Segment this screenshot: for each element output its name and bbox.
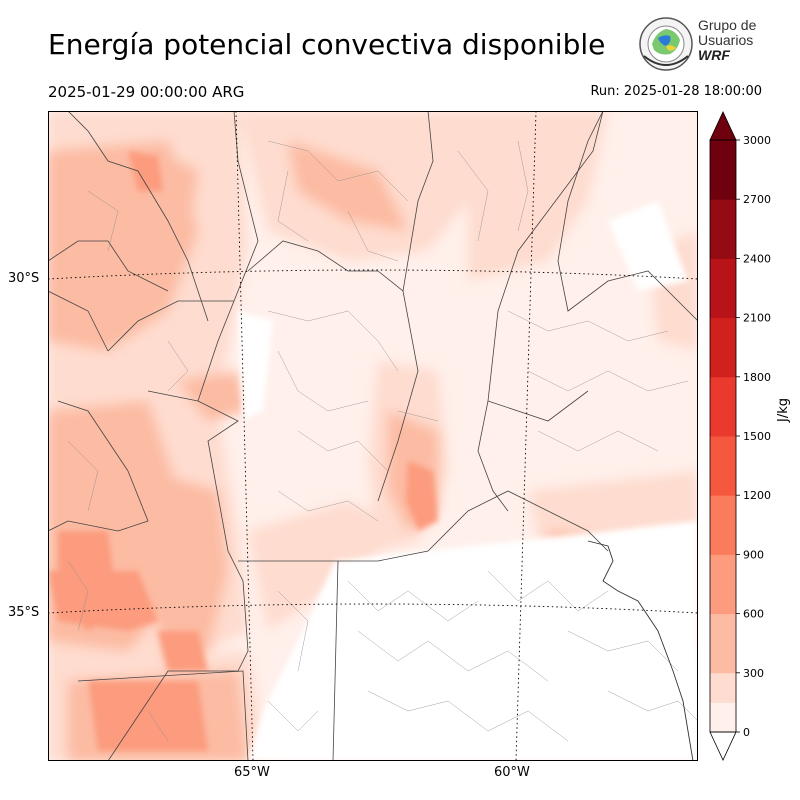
logo-line-2: Usuarios <box>698 32 754 48</box>
province-boundaries <box>48 111 698 761</box>
logo-line-3: WRF <box>698 47 730 63</box>
colorbar-tick-label: 600 <box>743 608 764 621</box>
colorbar-segment <box>710 613 736 674</box>
colorbar-tick-label: 1200 <box>743 489 771 502</box>
department-boundaries <box>67 140 698 742</box>
valid-time: 2025-01-29 00:00:00 ARG <box>48 83 245 101</box>
colorbar-segment <box>710 702 736 733</box>
logo-text: Grupo de Usuarios WRF <box>698 18 756 63</box>
cape-map <box>48 111 698 761</box>
graticule <box>48 111 698 761</box>
lon-label-65w: 65°W <box>234 765 270 780</box>
colorbar-extend-max <box>709 111 737 141</box>
cape-field-zero <box>238 201 698 761</box>
lat-label-30s: 30°S <box>8 271 40 286</box>
colorbar-extend-min <box>709 731 737 761</box>
colorbar-tick-label: 1500 <box>743 430 771 443</box>
lon-label-60w: 60°W <box>494 765 530 780</box>
colorbar-segment <box>710 436 736 496</box>
colorbar-tick-label: 300 <box>743 667 764 680</box>
globe-logo-icon <box>639 17 693 71</box>
colorbar-segment <box>710 199 736 259</box>
colorbar-segment <box>710 554 736 615</box>
colorbar-tick-label: 3000 <box>743 134 771 147</box>
colorbar-tick-label: 2700 <box>743 193 771 206</box>
colorbar-segment <box>710 258 736 319</box>
colorbar-segment <box>710 317 736 378</box>
map-title: Energía potencial convectiva disponible <box>48 28 606 61</box>
colorbar-segment <box>710 140 736 200</box>
lat-label-35s: 35°S <box>8 605 40 620</box>
cape-field <box>48 111 698 761</box>
cape-field-mid <box>48 141 668 761</box>
colorbar-segment <box>710 672 736 703</box>
colorbar-tick-label: 1800 <box>743 371 771 384</box>
map-frame <box>48 111 698 761</box>
colorbar-unit-label: J/kg <box>776 398 791 422</box>
colorbar-tick-label: 0 <box>743 726 750 739</box>
cape-field-high <box>48 151 618 751</box>
wrf-users-logo: Grupo de Usuarios WRF <box>638 14 768 74</box>
colorbar-tick-label: 900 <box>743 548 764 561</box>
logo-line-1: Grupo de <box>698 17 757 33</box>
colorbar-segment <box>710 376 736 437</box>
colorbar: 0 300 600 900 1200 1500 1800 2100 2400 2700 3000 <box>709 111 771 761</box>
colorbar-tick-label: 2400 <box>743 252 771 265</box>
colorbar-tick-label: 2100 <box>743 312 771 325</box>
coastline <box>587 540 694 761</box>
colorbar-segment <box>710 495 736 555</box>
run-time: Run: 2025-01-28 18:00:00 <box>590 84 762 99</box>
